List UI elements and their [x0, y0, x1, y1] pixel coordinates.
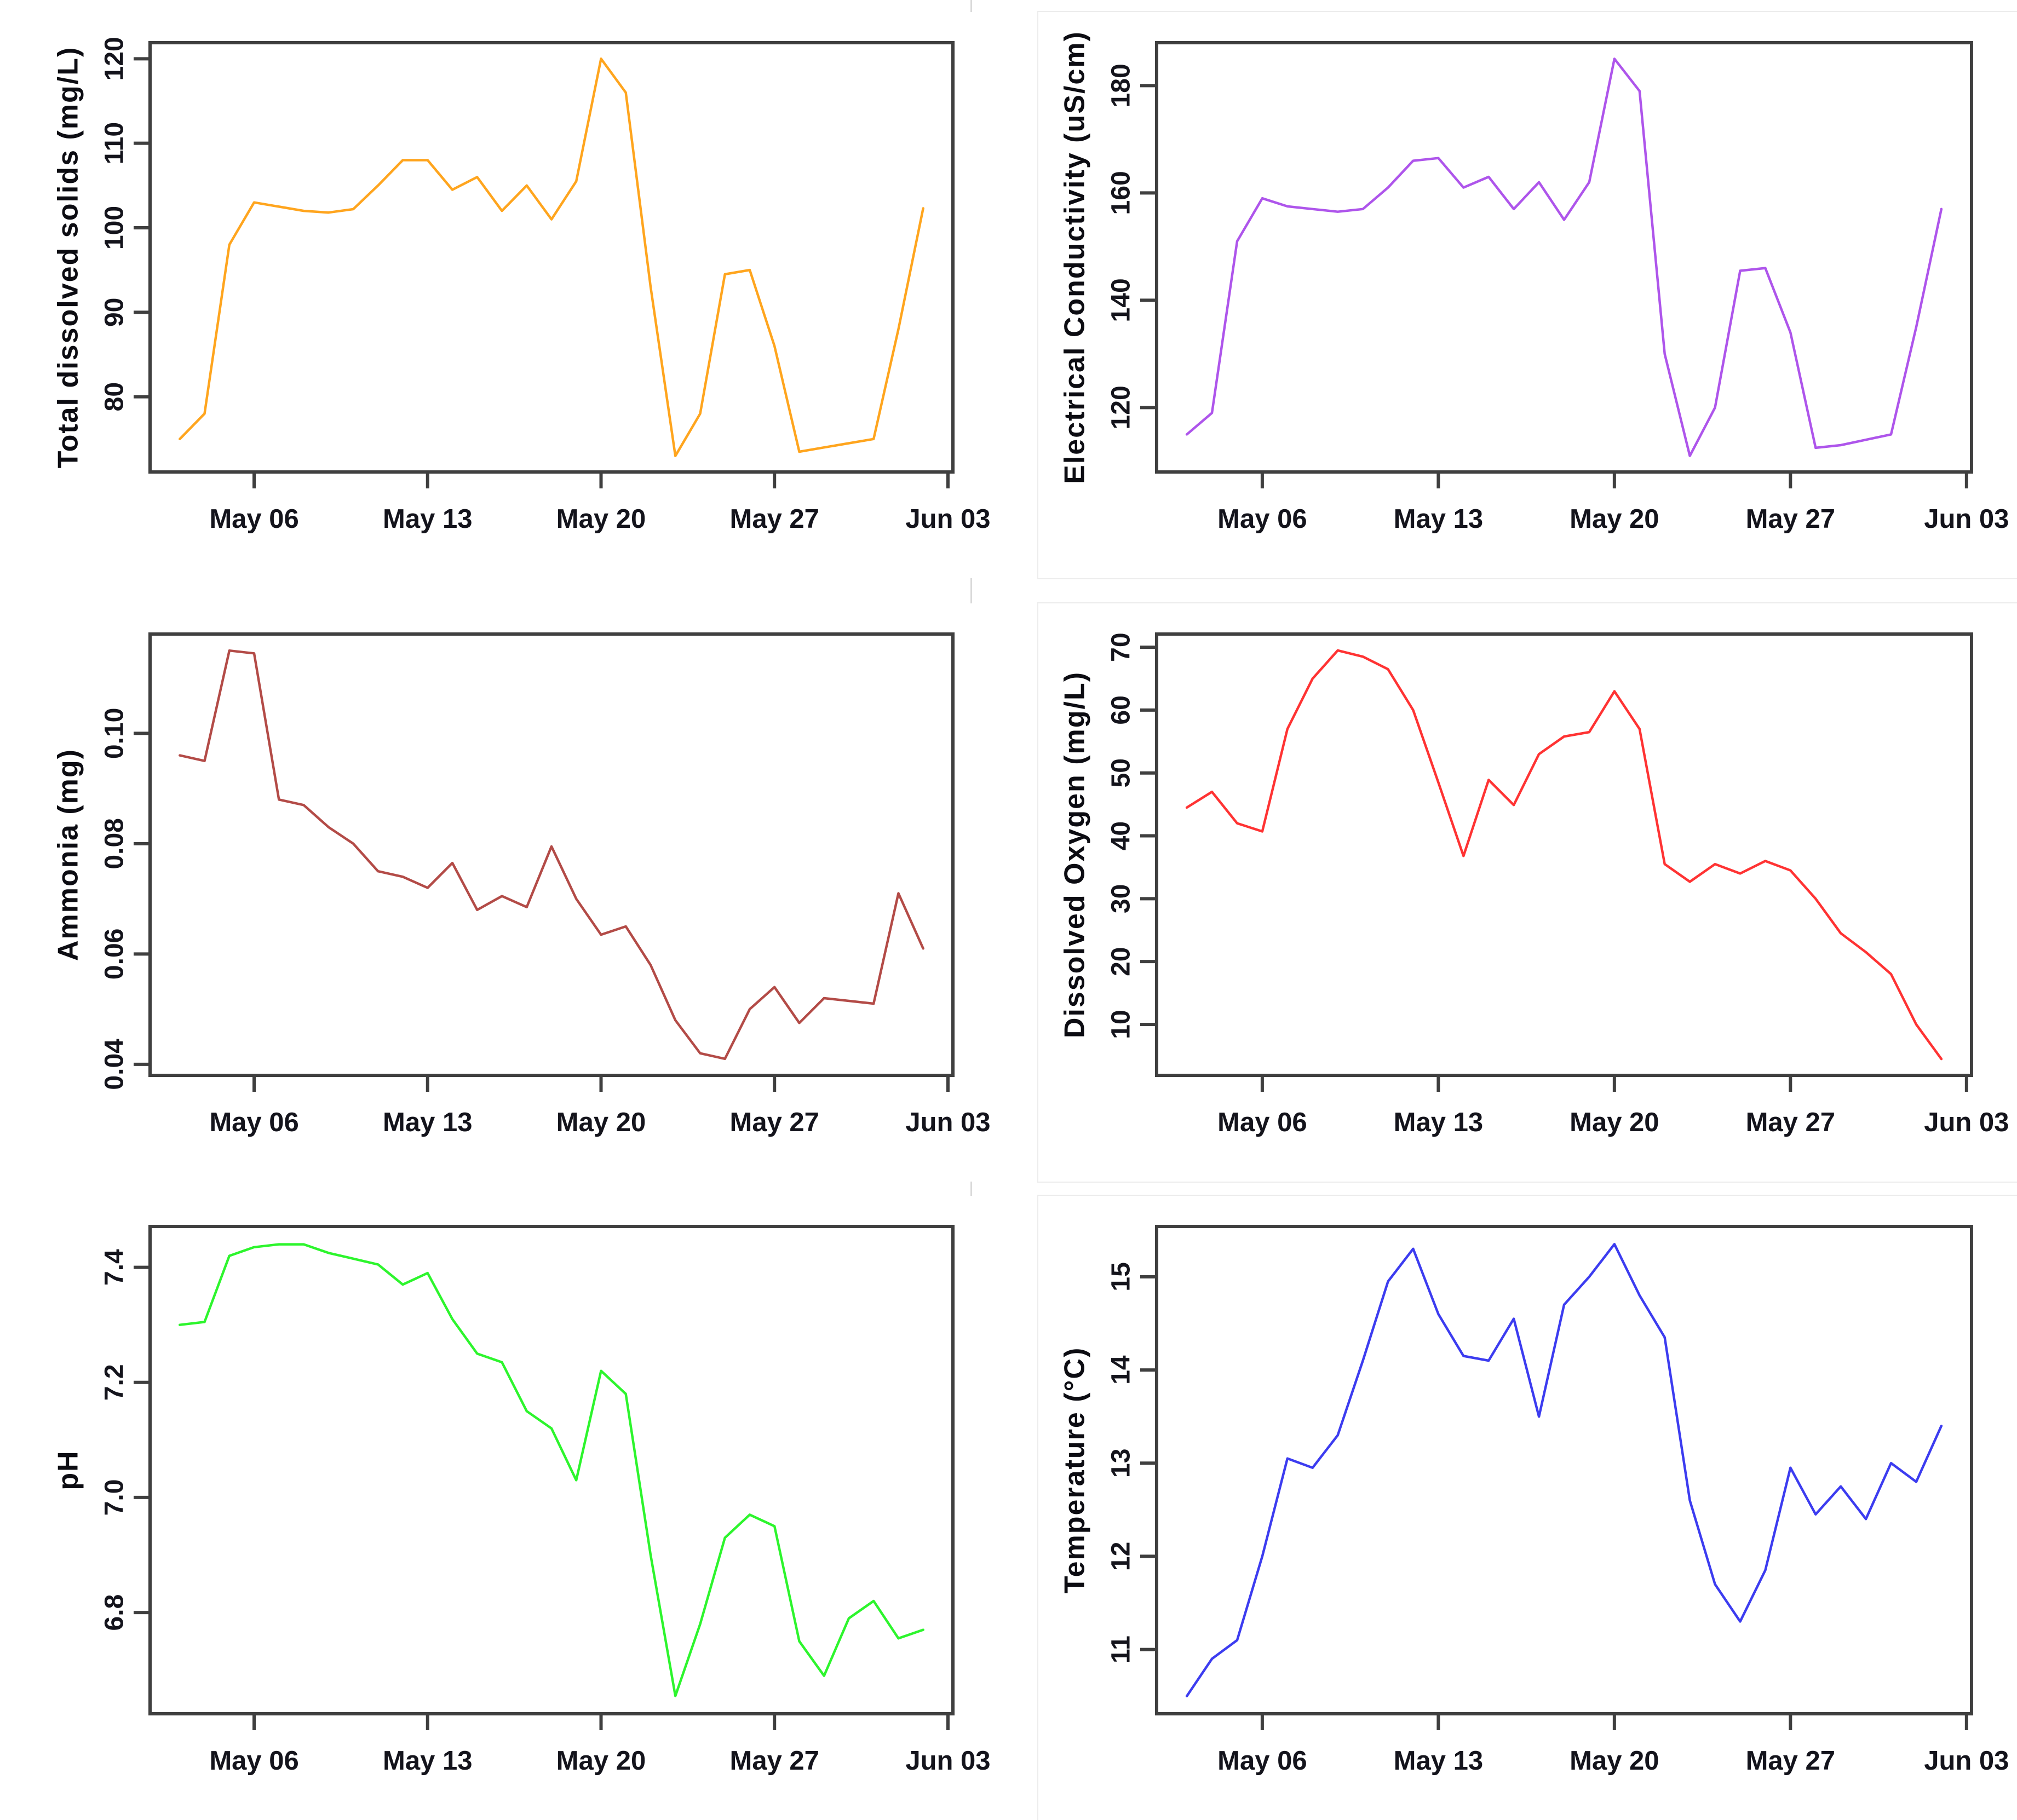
data-line: [1185, 1243, 1943, 1697]
data-line: [179, 57, 924, 457]
x-tick-label: Jun 03: [905, 504, 990, 534]
y-tick-label: 11: [1107, 1635, 1136, 1663]
y-tick-label: 180: [1107, 64, 1136, 107]
y-axis-title: Dissolved Oxygen (mg/L): [1059, 671, 1091, 1038]
x-tick-label: May 27: [1746, 1108, 1835, 1137]
y-axis-title: Total dissolved solids (mg/L): [53, 47, 84, 469]
x-tick-label: Jun 03: [1924, 504, 2009, 534]
y-tick-label: 30: [1107, 884, 1136, 913]
data-line: [1185, 649, 1943, 1061]
y-tick-label: 15: [1107, 1262, 1136, 1291]
y-tick-label: 120: [100, 37, 129, 80]
y-tick-label: 120: [1107, 385, 1136, 429]
y-tick-label: 0.06: [100, 929, 129, 980]
x-tick-label: May 27: [1746, 1746, 1835, 1776]
chart-ph: May 06 May 13 May 20 May 27 Jun 03 6.8 7.0 7.2 7…: [32, 1196, 991, 1820]
plot-box: [148, 632, 955, 1077]
y-tick-label: 12: [1107, 1542, 1136, 1571]
y-tick-label: 160: [1107, 171, 1136, 215]
x-tick-label: May 06: [209, 504, 298, 534]
chart-total-dissolved-solids: May 06 May 13 May 20 May 27 Jun 03 80 90 100 110…: [32, 12, 991, 578]
y-tick-label: 100: [100, 206, 129, 250]
data-line: [179, 1243, 924, 1697]
y-tick-label: 110: [100, 122, 129, 164]
y-tick-label: 80: [100, 382, 129, 411]
x-tick-label: May 20: [556, 1746, 646, 1776]
y-tick-label: 60: [1107, 695, 1136, 724]
plot-box: [1155, 41, 1973, 474]
chart-ammonia: May 06 May 13 May 20 May 27 Jun 03 0.04 0.06 0.…: [32, 603, 991, 1182]
y-tick-label: 6.8: [100, 1594, 129, 1631]
x-tick-label: May 27: [730, 504, 819, 534]
x-tick-label: May 27: [730, 1746, 819, 1776]
x-tick-label: Jun 03: [1924, 1746, 2009, 1776]
y-axis-title: Electrical Conductivity (uS/cm): [1059, 31, 1091, 484]
y-axis-title: pH: [53, 1450, 84, 1490]
y-tick-label: 7.4: [100, 1249, 129, 1286]
y-tick-label: 70: [1107, 632, 1136, 661]
x-tick-label: May 06: [1217, 504, 1307, 534]
x-tick-label: May 27: [730, 1108, 819, 1137]
x-tick-label: May 20: [1570, 1108, 1659, 1137]
y-tick-label: 13: [1107, 1449, 1136, 1478]
x-tick-label: May 13: [383, 504, 472, 534]
x-tick-label: May 27: [1746, 504, 1835, 534]
y-tick-label: 0.08: [100, 818, 129, 869]
y-tick-label: 14: [1107, 1355, 1136, 1385]
y-axis-title: Temperature (°C): [1059, 1347, 1091, 1594]
y-tick-label: 50: [1107, 758, 1136, 787]
x-tick-label: May 20: [1570, 504, 1659, 534]
chart-temperature: May 06 May 13 May 20 May 27 Jun 03 11 12 13 14 15…: [1037, 1195, 2017, 1820]
x-tick-label: May 06: [209, 1108, 298, 1137]
plot-box: [1155, 1225, 1973, 1715]
plot-box: [1155, 632, 1973, 1077]
x-tick-label: May 13: [383, 1746, 472, 1776]
x-tick-label: May 13: [383, 1108, 472, 1137]
y-tick-label: 140: [1107, 278, 1136, 322]
x-tick-label: May 13: [1394, 1746, 1483, 1776]
x-tick-label: May 06: [209, 1746, 298, 1776]
x-tick-label: May 20: [556, 504, 646, 534]
x-tick-label: May 13: [1394, 504, 1483, 534]
chart-electrical-conductivity: May 06 May 13 May 20 May 27 Jun 03 120 140 160 1…: [1037, 11, 2017, 579]
y-tick-label: 7.0: [100, 1479, 129, 1516]
x-tick-label: Jun 03: [905, 1108, 990, 1137]
x-tick-label: May 06: [1217, 1108, 1307, 1137]
y-tick-label: 0.04: [100, 1039, 129, 1090]
x-tick-label: May 06: [1217, 1746, 1307, 1776]
data-line: [1185, 57, 1943, 457]
y-axis-title: Ammonia (mg): [53, 748, 84, 961]
plot-box: [148, 41, 955, 474]
y-tick-label: 7.2: [100, 1364, 129, 1401]
y-tick-label: 20: [1107, 947, 1136, 976]
data-line: [179, 649, 924, 1061]
y-tick-label: 10: [1107, 1010, 1136, 1039]
x-tick-label: Jun 03: [905, 1746, 990, 1776]
x-tick-label: Jun 03: [1924, 1108, 2009, 1137]
y-tick-label: 90: [100, 298, 129, 327]
y-tick-label: 40: [1107, 821, 1136, 850]
y-tick-label: 0.10: [100, 708, 129, 759]
x-tick-label: May 20: [556, 1108, 646, 1137]
x-tick-label: May 13: [1394, 1108, 1483, 1137]
x-tick-label: May 20: [1570, 1746, 1659, 1776]
plot-box: [148, 1225, 955, 1715]
chart-dissolved-oxygen: May 06 May 13 May 20 May 27 Jun 03 10 20 30 40 50…: [1037, 602, 2017, 1183]
